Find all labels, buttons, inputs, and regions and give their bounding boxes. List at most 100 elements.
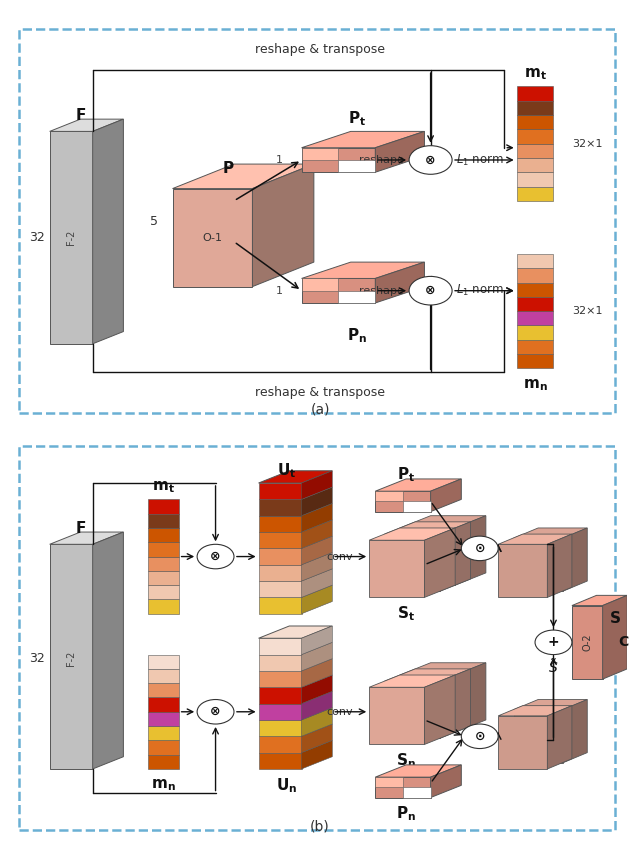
Bar xyxy=(259,532,301,548)
Text: $\mathbf{m_n}$: $\mathbf{m_n}$ xyxy=(523,377,547,392)
Text: $\mathbf{m_t}$: $\mathbf{m_t}$ xyxy=(524,66,547,82)
Bar xyxy=(516,87,554,100)
Polygon shape xyxy=(375,777,403,787)
Circle shape xyxy=(535,630,572,654)
Polygon shape xyxy=(547,705,572,769)
Bar xyxy=(516,268,554,283)
Polygon shape xyxy=(375,479,461,491)
Text: $\mathbf{F}$: $\mathbf{F}$ xyxy=(75,520,86,536)
Bar xyxy=(259,581,301,597)
Text: $\mathbf{S_t}$: $\mathbf{S_t}$ xyxy=(397,604,415,623)
Circle shape xyxy=(461,724,498,749)
Bar xyxy=(148,698,179,711)
Bar xyxy=(516,144,554,158)
Text: reshape & transpose: reshape & transpose xyxy=(255,386,385,399)
Bar xyxy=(148,557,179,571)
Polygon shape xyxy=(455,516,486,585)
Text: $\mathbf{P_t}$: $\mathbf{P_t}$ xyxy=(397,465,415,484)
Polygon shape xyxy=(301,626,332,654)
Polygon shape xyxy=(50,119,124,131)
Text: 5: 5 xyxy=(150,214,158,228)
Text: F-2: F-2 xyxy=(66,651,76,666)
Polygon shape xyxy=(385,534,440,591)
Polygon shape xyxy=(301,278,375,303)
Circle shape xyxy=(409,146,452,174)
Bar xyxy=(516,254,554,268)
Text: $\mathbf{P_n}$: $\mathbf{P_n}$ xyxy=(396,804,416,823)
Text: +: + xyxy=(548,636,559,649)
Polygon shape xyxy=(375,491,403,501)
Polygon shape xyxy=(385,522,470,534)
Text: reshape: reshape xyxy=(359,286,404,295)
Bar xyxy=(259,500,301,516)
Polygon shape xyxy=(369,688,424,745)
Polygon shape xyxy=(572,606,603,679)
Polygon shape xyxy=(301,536,332,565)
Polygon shape xyxy=(400,675,455,732)
Bar xyxy=(259,597,301,614)
Circle shape xyxy=(197,700,234,724)
Text: 32×1: 32×1 xyxy=(572,306,602,316)
Bar xyxy=(148,528,179,542)
Bar xyxy=(148,500,179,514)
Bar xyxy=(516,340,554,354)
Text: (b): (b) xyxy=(310,820,330,833)
Polygon shape xyxy=(301,568,332,597)
Bar xyxy=(259,483,301,500)
Polygon shape xyxy=(301,148,375,172)
Text: 32: 32 xyxy=(29,231,45,244)
Bar xyxy=(148,514,179,528)
Bar xyxy=(259,688,301,704)
Polygon shape xyxy=(301,724,332,752)
Polygon shape xyxy=(301,131,424,148)
Bar xyxy=(516,100,554,115)
Text: $\mathbf{P_t}$: $\mathbf{P_t}$ xyxy=(348,110,366,129)
Text: $\mathbf{m_n}$: $\mathbf{m_n}$ xyxy=(151,778,176,793)
Polygon shape xyxy=(301,643,332,671)
Polygon shape xyxy=(301,708,332,736)
Polygon shape xyxy=(301,585,332,614)
Polygon shape xyxy=(424,528,455,597)
Polygon shape xyxy=(440,522,470,591)
Text: O-1: O-1 xyxy=(202,232,223,243)
Polygon shape xyxy=(93,119,124,344)
Polygon shape xyxy=(513,538,563,591)
Polygon shape xyxy=(259,626,332,638)
Text: $L_1$ norm: $L_1$ norm xyxy=(456,283,504,298)
Bar xyxy=(516,297,554,311)
Bar xyxy=(259,654,301,671)
Polygon shape xyxy=(498,534,572,545)
Polygon shape xyxy=(301,278,339,291)
Bar xyxy=(516,172,554,186)
Bar xyxy=(259,638,301,654)
Polygon shape xyxy=(301,471,332,500)
Polygon shape xyxy=(50,545,93,769)
Bar xyxy=(516,325,554,340)
Text: 1: 1 xyxy=(276,286,283,295)
Polygon shape xyxy=(431,765,461,797)
Polygon shape xyxy=(375,131,424,172)
Polygon shape xyxy=(375,765,461,777)
Polygon shape xyxy=(563,700,588,762)
Polygon shape xyxy=(301,148,339,160)
Bar xyxy=(516,115,554,129)
Bar xyxy=(148,726,179,740)
Polygon shape xyxy=(369,528,455,540)
Circle shape xyxy=(461,536,498,561)
Text: O-2: O-2 xyxy=(582,633,592,651)
Polygon shape xyxy=(369,675,455,688)
Text: 32: 32 xyxy=(29,652,45,665)
Polygon shape xyxy=(173,164,314,189)
Bar xyxy=(148,599,179,614)
Bar xyxy=(259,565,301,581)
Polygon shape xyxy=(513,710,563,762)
Polygon shape xyxy=(301,740,332,769)
Text: $\mathbf{U_n}$: $\mathbf{U_n}$ xyxy=(276,776,297,795)
Bar xyxy=(259,752,301,769)
Polygon shape xyxy=(50,532,124,545)
Polygon shape xyxy=(339,160,375,172)
Polygon shape xyxy=(375,262,424,303)
Polygon shape xyxy=(400,516,486,528)
Text: ⊗: ⊗ xyxy=(211,705,221,718)
Polygon shape xyxy=(424,675,455,745)
